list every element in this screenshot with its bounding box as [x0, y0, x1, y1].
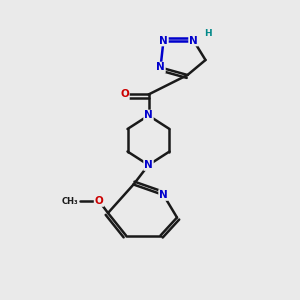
Text: N: N — [159, 190, 168, 200]
Text: N: N — [144, 110, 153, 121]
Text: N: N — [189, 35, 198, 46]
Text: O: O — [94, 196, 103, 206]
Text: N: N — [159, 35, 168, 46]
Text: CH₃: CH₃ — [61, 196, 78, 206]
Text: N: N — [156, 62, 165, 73]
Text: H: H — [204, 29, 212, 38]
Text: N: N — [144, 160, 153, 170]
Text: O: O — [120, 89, 129, 100]
